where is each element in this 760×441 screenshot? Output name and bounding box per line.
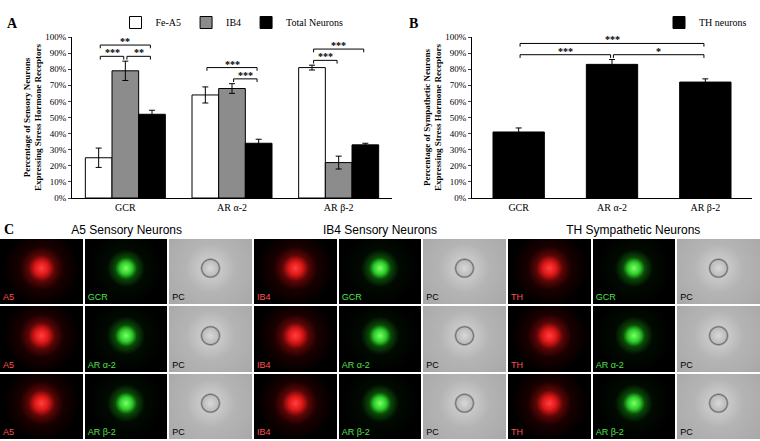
svg-text:60%: 60% bbox=[450, 97, 467, 107]
svg-text:*: * bbox=[656, 46, 661, 57]
svg-text:50%: 50% bbox=[50, 113, 67, 123]
svg-text:60%: 60% bbox=[50, 97, 67, 107]
html-text:AR β-2: AR β-2 bbox=[87, 427, 116, 437]
html-text:A5: A5 bbox=[3, 359, 14, 370]
html-text:TH: TH bbox=[511, 292, 523, 303]
svg-text:***: *** bbox=[558, 46, 573, 57]
html-text:A5: A5 bbox=[3, 292, 14, 303]
svg-text:10%: 10% bbox=[50, 177, 67, 187]
html-text:C: C bbox=[4, 222, 15, 237]
svg-text:30%: 30% bbox=[50, 145, 67, 155]
html-text:AR β-2: AR β-2 bbox=[341, 427, 370, 437]
svg-text:***: *** bbox=[225, 59, 240, 70]
svg-text:90%: 90% bbox=[450, 48, 467, 58]
svg-text:AR β-2: AR β-2 bbox=[324, 202, 354, 213]
svg-text:***: *** bbox=[105, 47, 120, 58]
svg-text:TH neurons: TH neurons bbox=[699, 17, 747, 28]
svg-text:90%: 90% bbox=[50, 48, 67, 58]
svg-text:AR α-2: AR α-2 bbox=[597, 202, 627, 213]
svg-text:AR β-2: AR β-2 bbox=[690, 202, 720, 213]
html-text:IB4 Sensory Neurons: IB4 Sensory Neurons bbox=[323, 223, 437, 237]
svg-text:40%: 40% bbox=[450, 129, 467, 139]
svg-text:B: B bbox=[409, 16, 418, 31]
html-text:PC: PC bbox=[172, 359, 185, 370]
html-text:A5: A5 bbox=[3, 427, 14, 437]
svg-text:70%: 70% bbox=[50, 80, 67, 90]
html-text:AR α-2: AR α-2 bbox=[87, 359, 116, 370]
svg-text:0%: 0% bbox=[454, 193, 467, 203]
html-text:AR β-2: AR β-2 bbox=[595, 427, 624, 437]
html-text:TH Sympathetic Neurons: TH Sympathetic Neurons bbox=[566, 223, 701, 237]
svg-text:***: *** bbox=[331, 40, 346, 51]
svg-text:20%: 20% bbox=[450, 161, 467, 171]
svg-text:GCR: GCR bbox=[508, 202, 529, 213]
svg-text:Total Neurons: Total Neurons bbox=[286, 17, 343, 28]
svg-text:***: *** bbox=[238, 70, 253, 81]
html-text:GCR: GCR bbox=[87, 292, 108, 303]
svg-text:Fe-A5: Fe-A5 bbox=[156, 17, 182, 28]
html-text:GCR: GCR bbox=[595, 292, 616, 303]
svg-text:80%: 80% bbox=[450, 64, 467, 74]
html-text:TH: TH bbox=[511, 427, 523, 437]
svg-text:***: *** bbox=[605, 34, 620, 45]
html-text:PC: PC bbox=[426, 292, 439, 303]
html-text:PC: PC bbox=[680, 427, 693, 437]
html-text:IB4: IB4 bbox=[257, 427, 271, 437]
html-text:AR α-2: AR α-2 bbox=[341, 359, 370, 370]
svg-text:GCR: GCR bbox=[115, 202, 136, 213]
svg-text:100%: 100% bbox=[45, 32, 67, 42]
svg-text:A: A bbox=[7, 16, 18, 31]
svg-text:AR α-2: AR α-2 bbox=[217, 202, 247, 213]
svg-text:Percentage of Sensory NeuronsE: Percentage of Sensory NeuronsExpressing … bbox=[22, 44, 44, 191]
html-text:PC: PC bbox=[172, 292, 185, 303]
svg-text:40%: 40% bbox=[50, 129, 67, 139]
svg-text:Percentage of Sympathetic Neur: Percentage of Sympathetic NeuronsExpress… bbox=[422, 44, 444, 191]
svg-text:10%: 10% bbox=[450, 177, 467, 187]
svg-text:20%: 20% bbox=[50, 161, 67, 171]
html-text:IB4: IB4 bbox=[257, 292, 271, 303]
html-text:AR α-2: AR α-2 bbox=[595, 359, 624, 370]
svg-text:0%: 0% bbox=[54, 193, 67, 203]
svg-text:**: ** bbox=[120, 36, 130, 47]
svg-text:IB4: IB4 bbox=[226, 17, 241, 28]
svg-text:80%: 80% bbox=[50, 64, 67, 74]
html-text:PC: PC bbox=[426, 359, 439, 370]
html-text:PC: PC bbox=[680, 292, 693, 303]
html-text:PC: PC bbox=[680, 359, 693, 370]
svg-text:70%: 70% bbox=[450, 80, 467, 90]
html-text:PC: PC bbox=[426, 427, 439, 437]
html-text:TH: TH bbox=[511, 359, 523, 370]
html-text:GCR: GCR bbox=[341, 292, 362, 303]
html-text:A5 Sensory Neurons: A5 Sensory Neurons bbox=[71, 223, 182, 237]
svg-text:***: *** bbox=[318, 51, 333, 62]
html-text:PC: PC bbox=[172, 427, 185, 437]
svg-text:**: ** bbox=[134, 47, 144, 58]
html-text:IB4: IB4 bbox=[257, 359, 271, 370]
svg-text:50%: 50% bbox=[450, 113, 467, 123]
svg-text:100%: 100% bbox=[445, 32, 467, 42]
svg-text:30%: 30% bbox=[450, 145, 467, 155]
